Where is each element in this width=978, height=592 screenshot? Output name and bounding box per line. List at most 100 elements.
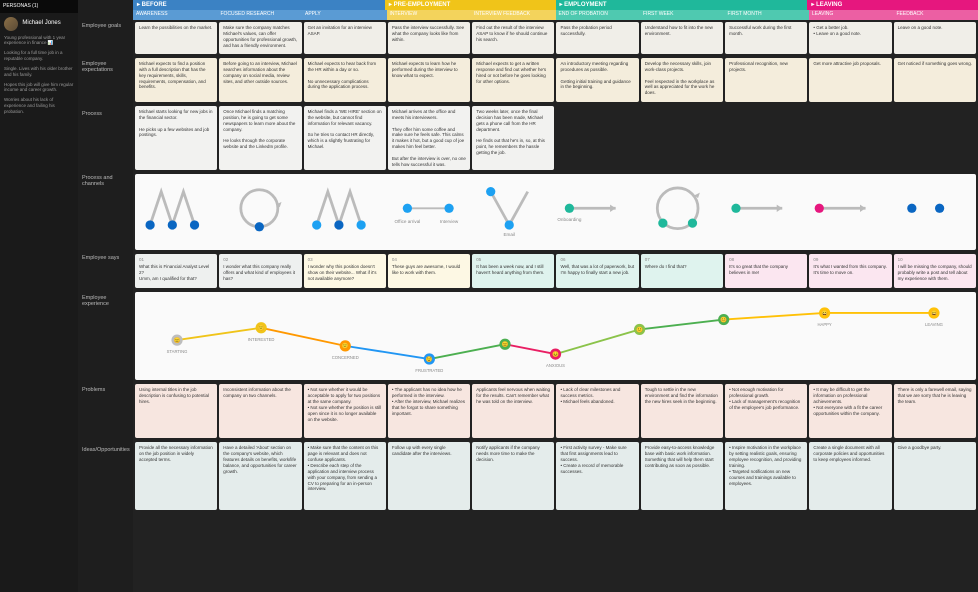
phase-apply[interactable]: APPLY bbox=[302, 10, 387, 20]
row-problems-cell-5[interactable]: • Lack of clear milestones and success m… bbox=[556, 384, 638, 438]
row-expect-cell-4[interactable]: Michael expects to get a written respons… bbox=[472, 58, 554, 102]
svg-text:Email: Email bbox=[503, 233, 515, 238]
phase-leaving[interactable]: LEAVING bbox=[809, 10, 894, 20]
content-col: Learn the possibilities on the market.Ma… bbox=[133, 20, 978, 592]
phase-first-week[interactable]: FIRST WEEK bbox=[640, 10, 725, 20]
svg-text:INTERESTED: INTERESTED bbox=[248, 337, 275, 342]
svg-text:🙂: 🙂 bbox=[258, 325, 265, 332]
persona-blurb-4: Worries about his lack of experience and… bbox=[4, 97, 74, 115]
phase-feedback[interactable]: FEEDBACK bbox=[894, 10, 978, 20]
persona-blurb-2: Single. Lives with his older brother and… bbox=[4, 66, 74, 78]
row-goals-cell-2[interactable]: Get an invitation for an interview ASAP. bbox=[304, 22, 386, 54]
svg-text:😣: 😣 bbox=[552, 351, 559, 358]
row-goals-cell-4[interactable]: Find out the result of the interview ASA… bbox=[472, 22, 554, 54]
svg-text:LEAVING: LEAVING bbox=[925, 322, 943, 327]
sidebar-header: PERSONAS (1) bbox=[0, 0, 78, 13]
row-ideas-cell-8[interactable]: Create a single document with all corpor… bbox=[809, 442, 891, 510]
row-label-says: Employee says bbox=[78, 252, 133, 292]
sidebar: PERSONAS (1) Michael Jones Young profess… bbox=[0, 0, 78, 592]
row-says-cell-5[interactable]: 06Well, that was a lot of paperwork, but… bbox=[556, 254, 638, 288]
row-problems-cell-7[interactable]: • Not enough motivation for professional… bbox=[725, 384, 807, 438]
row-ideas-cell-4[interactable]: Notify applicants if the company needs m… bbox=[472, 442, 554, 510]
row-goals-cell-7[interactable]: Successful work during the first month. bbox=[725, 22, 807, 54]
svg-text:STARTING: STARTING bbox=[167, 350, 188, 355]
phase-focused-research[interactable]: FOCUSED RESEARCH bbox=[218, 10, 303, 20]
row-goals-cell-6[interactable]: Understand how to fit into the new envir… bbox=[641, 22, 723, 54]
stages-row: ▸ BEFORE▸ PRE-EMPLOYMENT▸ EMPLOYMENT▸ LE… bbox=[133, 0, 978, 10]
phase-first-month[interactable]: FIRST MONTH bbox=[725, 10, 810, 20]
phase-end-of-probation[interactable]: END OF PROBATION bbox=[556, 10, 641, 20]
row-label-process: Process bbox=[78, 108, 133, 172]
phases-row: AWARENESSFOCUSED RESEARCHAPPLYINTERVIEWI… bbox=[133, 10, 978, 20]
row-goals-cell-1[interactable]: Make sure the company matches Michael's … bbox=[219, 22, 301, 54]
svg-text:😕: 😕 bbox=[342, 343, 349, 350]
svg-text:🙂: 🙂 bbox=[636, 327, 643, 334]
row-problems-cell-4[interactable]: Applicants feel nervous when waiting for… bbox=[472, 384, 554, 438]
row-problems-cell-8[interactable]: • It may be difficult to get the informa… bbox=[809, 384, 891, 438]
svg-text:😊: 😊 bbox=[720, 317, 727, 324]
row-ideas-cell-3[interactable]: Follow up with every single candidate af… bbox=[388, 442, 470, 510]
row-goals-cell-9[interactable]: Leave on a good note. bbox=[894, 22, 976, 54]
row-says-cell-4[interactable]: 05It has been a week now, and I still ha… bbox=[472, 254, 554, 288]
row-problems-cell-9[interactable]: There is only a farewell email, saying t… bbox=[894, 384, 976, 438]
row-says-cell-0[interactable]: 01What this is Financial Analyst Level 2… bbox=[135, 254, 217, 288]
svg-text:Interview: Interview bbox=[440, 220, 459, 225]
persona-blurb-1: Looking for a full time job in a reputab… bbox=[4, 50, 74, 62]
row-expect: Michael expects to find a position with … bbox=[133, 56, 978, 104]
row-process-cell-1[interactable]: Once Michael finds a matching position, … bbox=[219, 106, 301, 170]
row-problems-cell-6[interactable]: Tough to settle in the new environment a… bbox=[641, 384, 723, 438]
row-says-cell-6[interactable]: 07Where do I find that? bbox=[641, 254, 723, 288]
row-expect-cell-6[interactable]: Develop the necessary skills, join work-… bbox=[641, 58, 723, 102]
row-process-cell-0[interactable]: Michael starts looking for new jobs in t… bbox=[135, 106, 217, 170]
stage-employment[interactable]: ▸ EMPLOYMENT bbox=[556, 0, 808, 10]
row-says-cell-3[interactable]: 04These guys are awesome, I would like t… bbox=[388, 254, 470, 288]
row-problems-cell-1[interactable]: Inconsistent information about the compa… bbox=[219, 384, 301, 438]
row-goals: Learn the possibilities on the market.Ma… bbox=[133, 20, 978, 56]
row-says-cell-7[interactable]: 08It's so great that the company believe… bbox=[725, 254, 807, 288]
row-says: 01What this is Financial Analyst Level 2… bbox=[133, 252, 978, 290]
stage-pre-employment[interactable]: ▸ PRE-EMPLOYMENT bbox=[385, 0, 556, 10]
row-expect-cell-1[interactable]: Before going to an interview, Michael se… bbox=[219, 58, 301, 102]
row-process-cell-3[interactable]: Michael arrives at the office and meets … bbox=[388, 106, 470, 170]
row-ideas-cell-2[interactable]: • Make sure that the content on this pag… bbox=[304, 442, 386, 510]
row-says-cell-2[interactable]: 03I wonder why this position doesn't sho… bbox=[304, 254, 386, 288]
row-process-cell-2[interactable]: Michael finds a 'WE HIRE' section on the… bbox=[304, 106, 386, 170]
row-expect-cell-8[interactable]: Get more attractive job proposals. bbox=[809, 58, 891, 102]
persona-blurb-3: Hopes this job will give him regular inc… bbox=[4, 82, 74, 94]
row-expect-cell-9[interactable]: Get noticed if something goes wrong. bbox=[894, 58, 976, 102]
row-channels: Office arrivalInterviewEmailOnboarding bbox=[135, 174, 976, 250]
row-ideas-cell-9[interactable]: Give a goodbye party. bbox=[894, 442, 976, 510]
row-problems-cell-3[interactable]: • The applicant has no idea how he perfo… bbox=[388, 384, 470, 438]
avatar bbox=[4, 17, 18, 31]
row-process-cell-4[interactable]: Two weeks later, once the final decision… bbox=[472, 106, 554, 170]
row-ideas-cell-1[interactable]: Have a detailed 'About' section on the c… bbox=[219, 442, 301, 510]
row-expect-cell-3[interactable]: Michael expects to learn how he performe… bbox=[388, 58, 470, 102]
svg-text:Onboarding: Onboarding bbox=[557, 218, 582, 223]
row-ideas-cell-0[interactable]: Provide all the necessary information on… bbox=[135, 442, 217, 510]
row-problems-cell-0[interactable]: Using internal titles in the job descrip… bbox=[135, 384, 217, 438]
row-goals-cell-5[interactable]: Pass the probation period successfully. bbox=[556, 22, 638, 54]
row-goals-cell-3[interactable]: Pass the interview successfully. See wha… bbox=[388, 22, 470, 54]
row-ideas-cell-5[interactable]: • First activity survey - Make sure that… bbox=[556, 442, 638, 510]
row-ideas: Provide all the necessary information on… bbox=[133, 440, 978, 512]
row-says-cell-1[interactable]: 02I wonder what this company really offe… bbox=[219, 254, 301, 288]
row-says-cell-8[interactable]: 09It's what I wanted from this company. … bbox=[809, 254, 891, 288]
row-ideas-cell-6[interactable]: Provide easy-to-access knowledge base wi… bbox=[641, 442, 723, 510]
row-problems-cell-2[interactable]: • Not sure whether it would be acceptabl… bbox=[304, 384, 386, 438]
svg-text:CONCERNED: CONCERNED bbox=[332, 355, 359, 360]
row-expect-cell-0[interactable]: Michael expects to find a position with … bbox=[135, 58, 217, 102]
phase-interview[interactable]: INTERVIEW bbox=[387, 10, 472, 20]
row-expect-cell-7[interactable]: Professional recognition, new projects. bbox=[725, 58, 807, 102]
row-goals-cell-0[interactable]: Learn the possibilities on the market. bbox=[135, 22, 217, 54]
row-ideas-cell-7[interactable]: • Inspire motivation in the workplace by… bbox=[725, 442, 807, 510]
svg-text:😐: 😐 bbox=[174, 337, 181, 344]
row-expect-cell-2[interactable]: Michael expects to hear back from the HR… bbox=[304, 58, 386, 102]
row-goals-cell-8[interactable]: • Get a better job. • Leave on a good no… bbox=[809, 22, 891, 54]
phase-interview-feedback[interactable]: INTERVIEW FEEDBACK bbox=[471, 10, 556, 20]
phase-awareness[interactable]: AWARENESS bbox=[133, 10, 218, 20]
stage-leaving[interactable]: ▸ LEAVING bbox=[807, 0, 978, 10]
row-label-ideas: Ideas/Opportunities bbox=[78, 444, 133, 518]
row-expect-cell-5[interactable]: An introductory meeting regarding proced… bbox=[556, 58, 638, 102]
row-says-cell-9[interactable]: 10I will be missing the company, should … bbox=[894, 254, 976, 288]
stage-before[interactable]: ▸ BEFORE bbox=[133, 0, 385, 10]
